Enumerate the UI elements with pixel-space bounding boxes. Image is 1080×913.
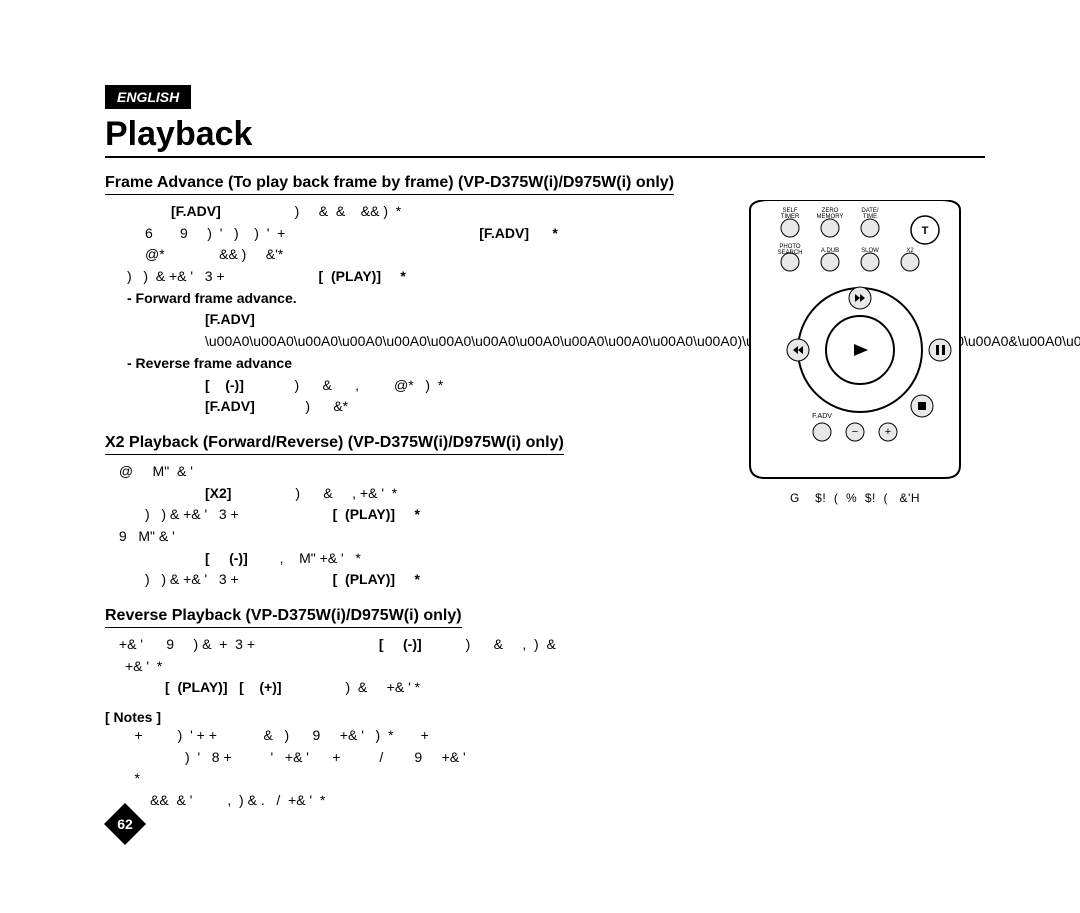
svg-text:X2: X2 [906,248,914,254]
page-title: Playback [105,115,985,158]
notes-line3: * [105,768,905,790]
rev-line2-tail: ) &* [259,398,348,414]
notes-body: + ) ' + + & ) 9 +& ' ) * + ) ' 8 + ' +& … [105,725,905,812]
fa-line4a: ) ) & +& ' 3 + [127,268,225,284]
svg-text:TIME: TIME [863,214,877,220]
x2-line4: 9 M" & ' [105,526,725,548]
fa-line3: @* && ) &'* [105,244,725,266]
svg-text:A.DUB: A.DUB [821,248,839,254]
x2-bold-2: [ (-)] [205,550,248,566]
content-column: Frame Advance (To play back frame by fra… [105,164,725,812]
notes-line1: + ) ' + + & ) 9 +& ' ) * + [105,725,905,747]
notes-line2: ) ' 8 + ' +& ' + / 9 +& ' [105,747,905,769]
reverse-body: +& ' 9 ) & + 3 + [ (-)] ) & , ) & +& ' *… [105,634,905,699]
notes-line4: . && & ' , ) & . / +& ' * [105,790,905,812]
x2-body: @ M" & ' [X2] ) & , +& ' * ) ) & +& ' 3 … [105,461,725,591]
x2-line3a: ) ) & +& ' 3 + [145,506,239,522]
page-number-text: 62 [104,803,146,845]
rp-line2: +& ' * [105,656,905,678]
fwd-fadv-bold: [F.ADV] [205,311,255,327]
rp-bold-2: [ (PLAY)] [ (+)] [165,679,282,695]
lang-tag-text: ENGLISH [117,89,179,105]
frame-advance-body: [F.ADV] ) & & && ) * 6 9 ) ' ) ) ' + [F.… [105,201,725,418]
reverse-heading: Reverse Playback (VP-D375W(i)/D975W(i) o… [105,607,462,628]
svg-text:MEMORY: MEMORY [817,214,844,220]
svg-text:SLOW: SLOW [861,248,879,254]
svg-text:SEARCH: SEARCH [777,250,802,256]
svg-text:TIMER: TIMER [781,214,800,220]
rev-line1-tail: ) & , @* ) * [248,377,443,393]
fa-line2a: 6 9 ) ' ) ) ' + [145,225,285,241]
remote-caption: G $! ( % $! ( &'H [730,491,980,505]
x2-bold-1: [X2] [205,485,231,501]
svg-text:F.ADV: F.ADV [812,413,832,420]
remote-illustration: SELFTIMER ZEROMEMORY DATE/TIME T PHOTOSE… [730,200,980,505]
x2-heading: X2 Playback (Forward/Reverse) (VP-D375W(… [105,434,564,455]
fadv-bold-1: [F.ADV] [171,203,221,219]
rev-bold-2: [F.ADV] [205,398,255,414]
lang-tag: ENGLISH [105,85,191,109]
svg-text:T: T [922,225,929,237]
fa-line1b: ) & & && ) * [295,203,402,219]
svg-text:−: − [852,426,858,438]
x2-line3b: [ (PLAY)] * [333,506,420,522]
x2-line6a: ) ) & +& ' 3 + [145,571,239,587]
remote-svg: SELFTIMER ZEROMEMORY DATE/TIME T PHOTOSE… [730,200,980,480]
rev-bold-1: [ (-)] [205,377,244,393]
frame-advance-heading: Frame Advance (To play back frame by fra… [105,174,674,195]
page-number-badge: 62 [104,803,146,845]
x2-line6b: [ (PLAY)] * [333,571,420,587]
rp-line1c: ) & , ) & [466,636,556,652]
x2-line2b: ) & , +& ' * [295,485,397,501]
fa-line4b: [ (PLAY)] * [319,268,406,284]
notes-heading: [ Notes ] [105,709,725,725]
rp-line1a: +& ' 9 ) & + 3 + [115,636,255,652]
fwd-frame-label: - Forward frame advance. [127,290,297,306]
rev-frame-label: - Reverse frame advance [127,355,292,371]
x2-line1: @ M" & ' [105,461,725,483]
svg-text:+: + [885,426,891,438]
rp-bold-1: [ (-)] [379,636,422,652]
rp-line3b: ) & +& ' * [345,679,420,695]
x2-line5b: , M" +& ' * [280,550,361,566]
fadv-bold-2: [F.ADV] * [479,225,558,241]
